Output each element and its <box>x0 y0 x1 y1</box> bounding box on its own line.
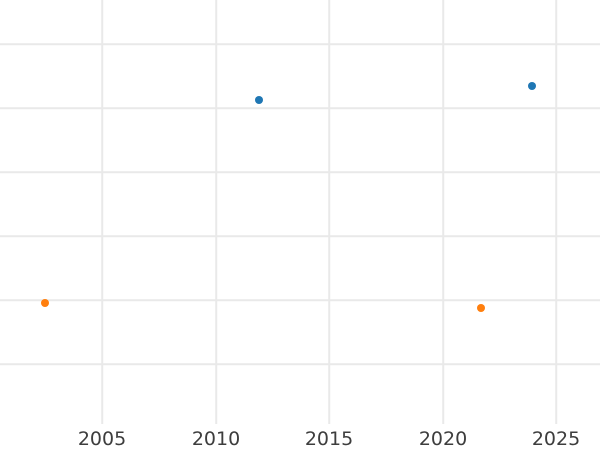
gridline-horizontal <box>0 299 600 301</box>
x-tick-label: 2015 <box>304 428 354 450</box>
x-tick-label: 2010 <box>191 428 241 450</box>
gridline-vertical <box>328 0 330 424</box>
x-tick-label: 2005 <box>77 428 127 450</box>
gridline-vertical <box>101 0 103 424</box>
gridline-horizontal <box>0 363 600 365</box>
blue-series-point <box>255 96 263 104</box>
gridline-vertical <box>555 0 557 424</box>
gridline-horizontal <box>0 107 600 109</box>
blue-series-point <box>528 82 536 90</box>
orange-series-point <box>41 299 49 307</box>
gridline-horizontal <box>0 235 600 237</box>
gridline-vertical <box>215 0 217 424</box>
x-tick-label: 2025 <box>531 428 581 450</box>
gridline-horizontal <box>0 171 600 173</box>
gridline-vertical <box>442 0 444 424</box>
x-tick-label: 2020 <box>418 428 468 450</box>
orange-series-point <box>477 304 485 312</box>
gridline-horizontal <box>0 43 600 45</box>
